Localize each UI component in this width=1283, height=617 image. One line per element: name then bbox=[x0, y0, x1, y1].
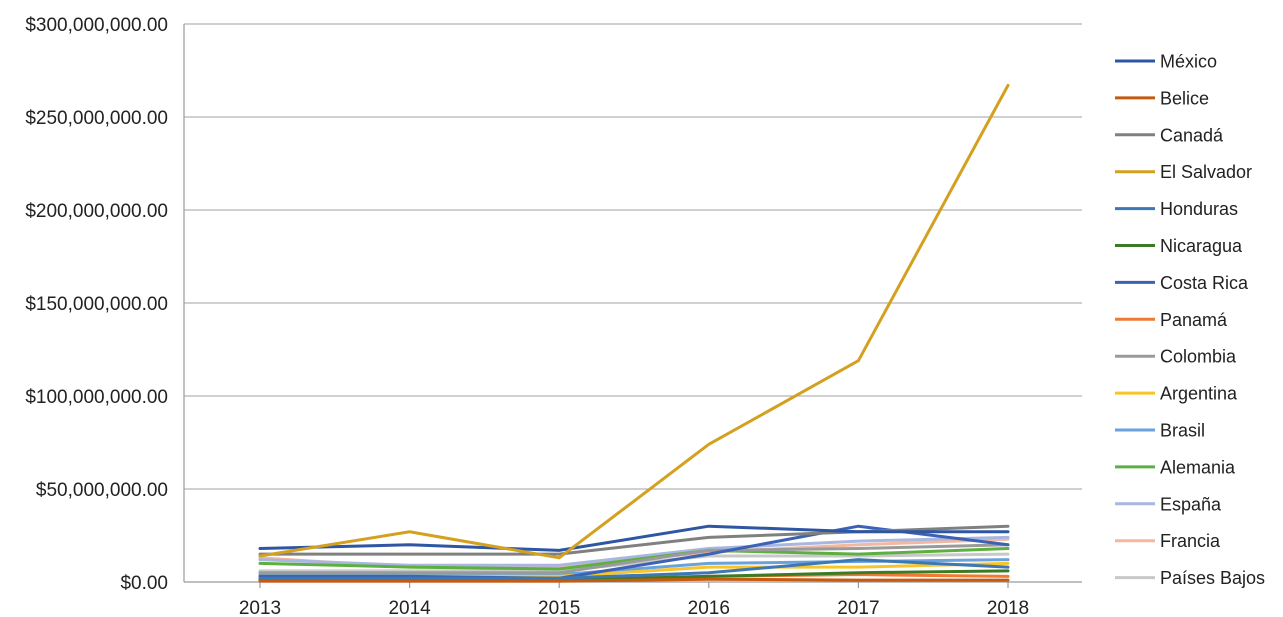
legend-label: Panamá bbox=[1160, 310, 1228, 330]
legend-item: México bbox=[1115, 52, 1217, 72]
y-tick-label: $100,000,000.00 bbox=[25, 387, 168, 408]
legend-item: Panamá bbox=[1115, 310, 1228, 330]
legend-label: Canadá bbox=[1160, 125, 1224, 145]
series-line-honduras bbox=[258, 558, 1010, 580]
series-line-colombia bbox=[258, 543, 1010, 575]
legend-item: Francia bbox=[1115, 531, 1221, 551]
y-tick-label: $300,000,000.00 bbox=[25, 15, 168, 36]
y-tick-label: $200,000,000.00 bbox=[25, 201, 168, 222]
legend-item: El Salvador bbox=[1115, 162, 1252, 182]
legend-item: Belice bbox=[1115, 88, 1209, 108]
series-line-pa-ses-bajos bbox=[258, 552, 1010, 573]
series-line-alemania bbox=[258, 547, 1010, 571]
legend-item: España bbox=[1115, 494, 1222, 514]
legend-label: Francia bbox=[1160, 531, 1221, 551]
x-tick-label: 2013 bbox=[239, 598, 281, 617]
legend-item: Nicaragua bbox=[1115, 236, 1243, 256]
legend-label: Colombia bbox=[1160, 347, 1237, 367]
series-line-espa-a bbox=[258, 535, 1010, 567]
legend-label: Argentina bbox=[1160, 384, 1238, 404]
x-tick-label: 2016 bbox=[688, 598, 730, 617]
y-tick-label: $150,000,000.00 bbox=[25, 294, 168, 315]
legend-label: Costa Rica bbox=[1160, 273, 1249, 293]
x-axis: 2013 2014 2015 2016 2017 2018 bbox=[239, 582, 1029, 617]
series-line-belice bbox=[258, 577, 1010, 583]
y-tick-label: $50,000,000.00 bbox=[36, 480, 168, 501]
legend-item: Costa Rica bbox=[1115, 273, 1249, 293]
series-line-m-xico bbox=[258, 524, 1010, 552]
legend-label: Brasil bbox=[1160, 421, 1205, 441]
x-tick-label: 2015 bbox=[538, 598, 580, 617]
legend-label: El Salvador bbox=[1160, 162, 1252, 182]
x-tick-label: 2014 bbox=[388, 598, 431, 617]
legend-item: Canadá bbox=[1115, 125, 1224, 145]
legend-item: Colombia bbox=[1115, 347, 1237, 367]
legend-item: Países Bajos bbox=[1115, 568, 1265, 588]
y-axis: $0.00 $50,000,000.00 $100,000,000.00 $150,0… bbox=[25, 15, 185, 594]
legend-label: España bbox=[1160, 494, 1222, 514]
x-tick-label: 2017 bbox=[837, 598, 879, 617]
legend-label: Honduras bbox=[1160, 199, 1238, 219]
y-tick-label: $250,000,000.00 bbox=[25, 108, 168, 129]
series-lines bbox=[258, 83, 1010, 583]
gridlines bbox=[184, 23, 1082, 583]
legend-label: Belice bbox=[1160, 88, 1209, 108]
legend-item: Alemania bbox=[1115, 457, 1236, 477]
legend-label: Alemania bbox=[1160, 457, 1236, 477]
legend-label: México bbox=[1160, 52, 1217, 72]
legend-label: Países Bajos bbox=[1160, 568, 1265, 588]
legend-label: Nicaragua bbox=[1160, 236, 1243, 256]
legend: México Belice Canadá El Salvador Honduras Nic… bbox=[1115, 52, 1265, 588]
series-line-costa-rica bbox=[258, 524, 1010, 580]
series-line-el-salvador bbox=[258, 83, 1010, 560]
legend-item: Honduras bbox=[1115, 199, 1238, 219]
y-tick-label: $0.00 bbox=[120, 573, 168, 594]
legend-item: Argentina bbox=[1115, 384, 1238, 404]
legend-item: Brasil bbox=[1115, 421, 1205, 441]
x-tick-label: 2018 bbox=[987, 598, 1029, 617]
